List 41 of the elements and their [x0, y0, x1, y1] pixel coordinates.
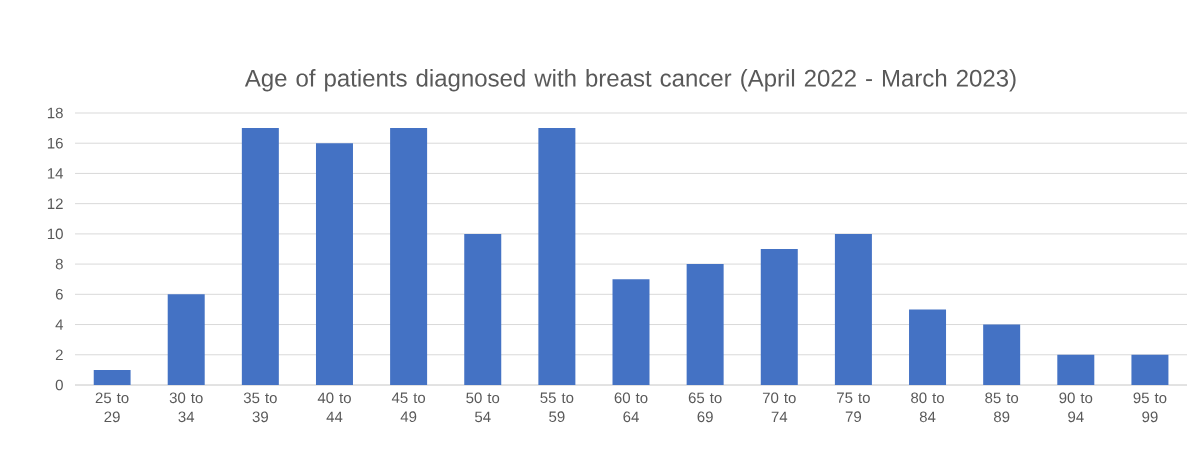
- bar: [464, 233, 502, 385]
- x-tick-label: 50 to 54: [466, 392, 500, 423]
- y-tick-label: 18: [47, 107, 63, 119]
- bar: [612, 279, 650, 385]
- bar: [686, 264, 724, 385]
- x-tick-label: 45 to 49: [391, 392, 426, 422]
- x-tick-label: 90 to 94: [1059, 392, 1093, 423]
- bar: [983, 324, 1021, 385]
- x-tick-label: 70 to 74: [762, 392, 796, 422]
- y-tick-label: 4: [55, 319, 64, 330]
- x-tick-label: 75 to 79: [837, 392, 870, 422]
- y-tick-label: 14: [47, 168, 64, 179]
- x-tick-label: 95 to 99: [1133, 392, 1167, 423]
- bar: [241, 128, 279, 385]
- y-tick-label: 6: [55, 289, 63, 300]
- y-tick-label: 10: [47, 228, 63, 240]
- y-tick-label: 16: [47, 137, 63, 149]
- x-tick-label: 35 to 39: [243, 392, 277, 423]
- x-tick-label: 65 to 69: [688, 392, 722, 423]
- y-tick-label: 8: [55, 258, 63, 270]
- y-tick-label: 0: [55, 379, 63, 391]
- bar: [390, 128, 428, 385]
- bar: [538, 128, 576, 385]
- bar: [760, 248, 798, 385]
- bar: [1131, 354, 1169, 385]
- x-tick-label: 55 to 59: [540, 392, 574, 422]
- y-tick-label: 12: [47, 198, 63, 209]
- x-tick-label: 25 to 29: [95, 392, 129, 423]
- bar: [1057, 354, 1095, 385]
- x-tick-label: 40 to 44: [317, 392, 351, 422]
- x-tick-label: 85 to 89: [985, 392, 1019, 423]
- bar: [167, 294, 205, 385]
- bar: [909, 309, 947, 385]
- chart-title: Age of patients diagnosed with breast cancer (April 2022 - March 2023): [244, 69, 1016, 92]
- bar: [834, 233, 872, 385]
- bar: [315, 143, 353, 385]
- x-tick-label: 60 to 64: [614, 392, 648, 423]
- y-tick-label: 2: [55, 349, 63, 360]
- x-tick-label: 80 to 84: [911, 392, 944, 423]
- x-tick-label: 30 to 34: [169, 392, 203, 423]
- bar: [93, 369, 131, 385]
